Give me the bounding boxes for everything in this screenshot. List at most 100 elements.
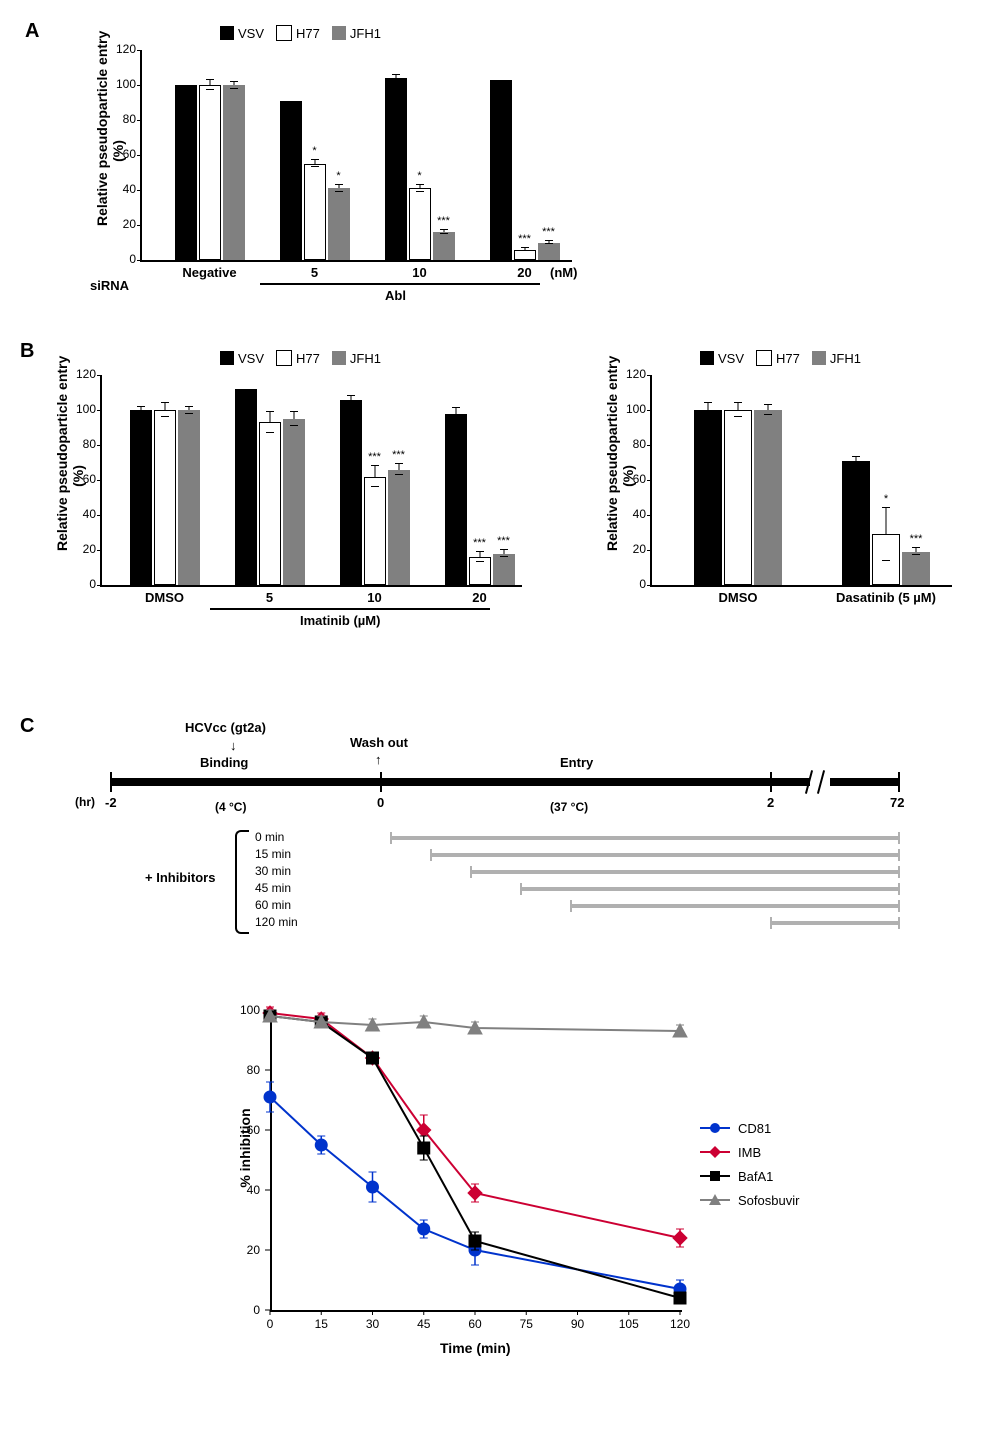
legend-label: VSV (238, 351, 264, 366)
bar (259, 422, 281, 585)
svg-text:30: 30 (366, 1317, 380, 1331)
svg-text:90: 90 (571, 1317, 585, 1331)
inhibitor-time-label: 120 min (255, 915, 298, 929)
legend-label: H77 (296, 351, 320, 366)
svg-text:45: 45 (417, 1317, 431, 1331)
bar (490, 80, 512, 260)
timeline-t-72: 72 (890, 795, 904, 810)
legend-label: H77 (296, 26, 320, 41)
legend-label: VSV (238, 26, 264, 41)
chart-a-sirna-label: siRNA (90, 278, 129, 293)
timeline-t-0: 0 (377, 795, 384, 810)
legend-item: CD81 (700, 1120, 799, 1136)
svg-text:75: 75 (520, 1317, 534, 1331)
chart-b1-plot: 020406080100120DMSO5******10******20 (100, 375, 522, 587)
timeline-t-neg2: -2 (105, 795, 117, 810)
chart-a-abl-line (260, 283, 540, 285)
legend-label: JFH1 (830, 351, 861, 366)
chart-b2-plot: 020406080100120DMSO****Dasatinib (5 µM) (650, 375, 952, 587)
panel-label-b: B (20, 340, 34, 363)
svg-text:60: 60 (468, 1317, 482, 1331)
chart-a-legend: VSV H77 JFH1 (220, 25, 381, 41)
legend-item-h77: H77 (756, 350, 800, 366)
svg-text:100: 100 (240, 1003, 260, 1017)
timeline-hcvcc: HCVcc (gt2a) (185, 720, 266, 735)
legend-label: VSV (718, 351, 744, 366)
bar (433, 232, 455, 260)
chart-c: % inhibition 020406080100015304560759010… (270, 1010, 680, 1310)
legend-label: Sofosbuvir (738, 1193, 799, 1208)
bar (283, 419, 305, 585)
bar (154, 410, 176, 585)
bar (842, 461, 870, 585)
chart-b1: Relative pseudoparticle entry(%) 0204060… (100, 375, 520, 585)
timeline-tick (110, 772, 112, 792)
chart-b1-xfooter: Imatinib (µM) (300, 613, 380, 628)
figure: A VSV H77 JFH1 Relative pseudoparticle e… (20, 20, 980, 1416)
bar (280, 101, 302, 260)
legend-item: Sofosbuvir (700, 1192, 799, 1208)
bar (409, 188, 431, 260)
timeline-tick (770, 772, 772, 792)
bar (388, 470, 410, 586)
svg-text:15: 15 (315, 1317, 329, 1331)
timeline-washout: Wash out (350, 735, 408, 750)
svg-text:0: 0 (253, 1303, 260, 1317)
legend-item-jfh1: JFH1 (332, 26, 381, 41)
bar (385, 78, 407, 260)
timeline-binding: Binding (200, 755, 248, 770)
chart-b1-imatinib-line (210, 608, 490, 610)
bar (694, 410, 722, 585)
chart-b2: Relative pseudoparticle entry(%) 0204060… (650, 375, 950, 585)
chart-c-legend: CD81 IMB BafA1 Sofosbuvir (700, 1120, 799, 1216)
chart-a-abl-label: Abl (385, 288, 406, 303)
timeline-tick (898, 772, 900, 792)
legend-item: BafA1 (700, 1168, 799, 1184)
legend-item-jfh1: JFH1 (332, 351, 381, 366)
bar (445, 414, 467, 586)
timeline-t-2: 2 (767, 795, 774, 810)
legend-item: IMB (700, 1144, 799, 1160)
legend-item-vsv: VSV (220, 351, 264, 366)
timeline-break-2 (817, 770, 825, 794)
bar (538, 243, 560, 261)
bar (130, 410, 152, 585)
bar (340, 400, 362, 586)
svg-text:20: 20 (247, 1243, 261, 1257)
legend-label: IMB (738, 1145, 761, 1160)
timeline-diagram: HCVcc (gt2a) ↓ Binding Wash out ↑ Entry … (90, 720, 920, 980)
bar (304, 164, 326, 260)
chart-a-unit: (nM) (550, 265, 577, 280)
timeline-temp37: (37 °C) (550, 800, 588, 814)
panel-label-a: A (25, 20, 39, 43)
legend-label: CD81 (738, 1121, 771, 1136)
svg-text:0: 0 (267, 1317, 274, 1331)
chart-b1-legend: VSV H77 JFH1 (220, 350, 381, 366)
inhibitor-time-label: 0 min (255, 830, 284, 844)
bar (328, 188, 350, 260)
bar (175, 85, 197, 260)
legend-item-h77: H77 (276, 350, 320, 366)
legend-item-h77: H77 (276, 25, 320, 41)
timeline-inhibitors-label: + Inhibitors (145, 870, 215, 885)
bar (902, 552, 930, 585)
legend-item-vsv: VSV (700, 351, 744, 366)
inhibitor-time-label: 45 min (255, 881, 291, 895)
timeline-brace (235, 830, 249, 934)
timeline-temp4: (4 °C) (215, 800, 246, 814)
timeline-arrow-up: ↑ (375, 752, 382, 767)
chart-c-svg: 0204060801000153045607590105120 (270, 1010, 680, 1310)
inhibitor-time-label: 30 min (255, 864, 291, 878)
timeline-main-bar (110, 778, 810, 786)
bar (364, 477, 386, 586)
legend-label: JFH1 (350, 351, 381, 366)
svg-text:120: 120 (670, 1317, 690, 1331)
chart-a: Relative pseudoparticle entry(%) 0204060… (140, 50, 570, 260)
chart-c-xlabel: Time (min) (440, 1340, 511, 1356)
inhibitor-time-label: 15 min (255, 847, 291, 861)
bar (199, 85, 221, 260)
timeline-entry: Entry (560, 755, 593, 770)
svg-text:105: 105 (619, 1317, 639, 1331)
bar (223, 85, 245, 260)
timeline-main-bar-2 (830, 778, 900, 786)
